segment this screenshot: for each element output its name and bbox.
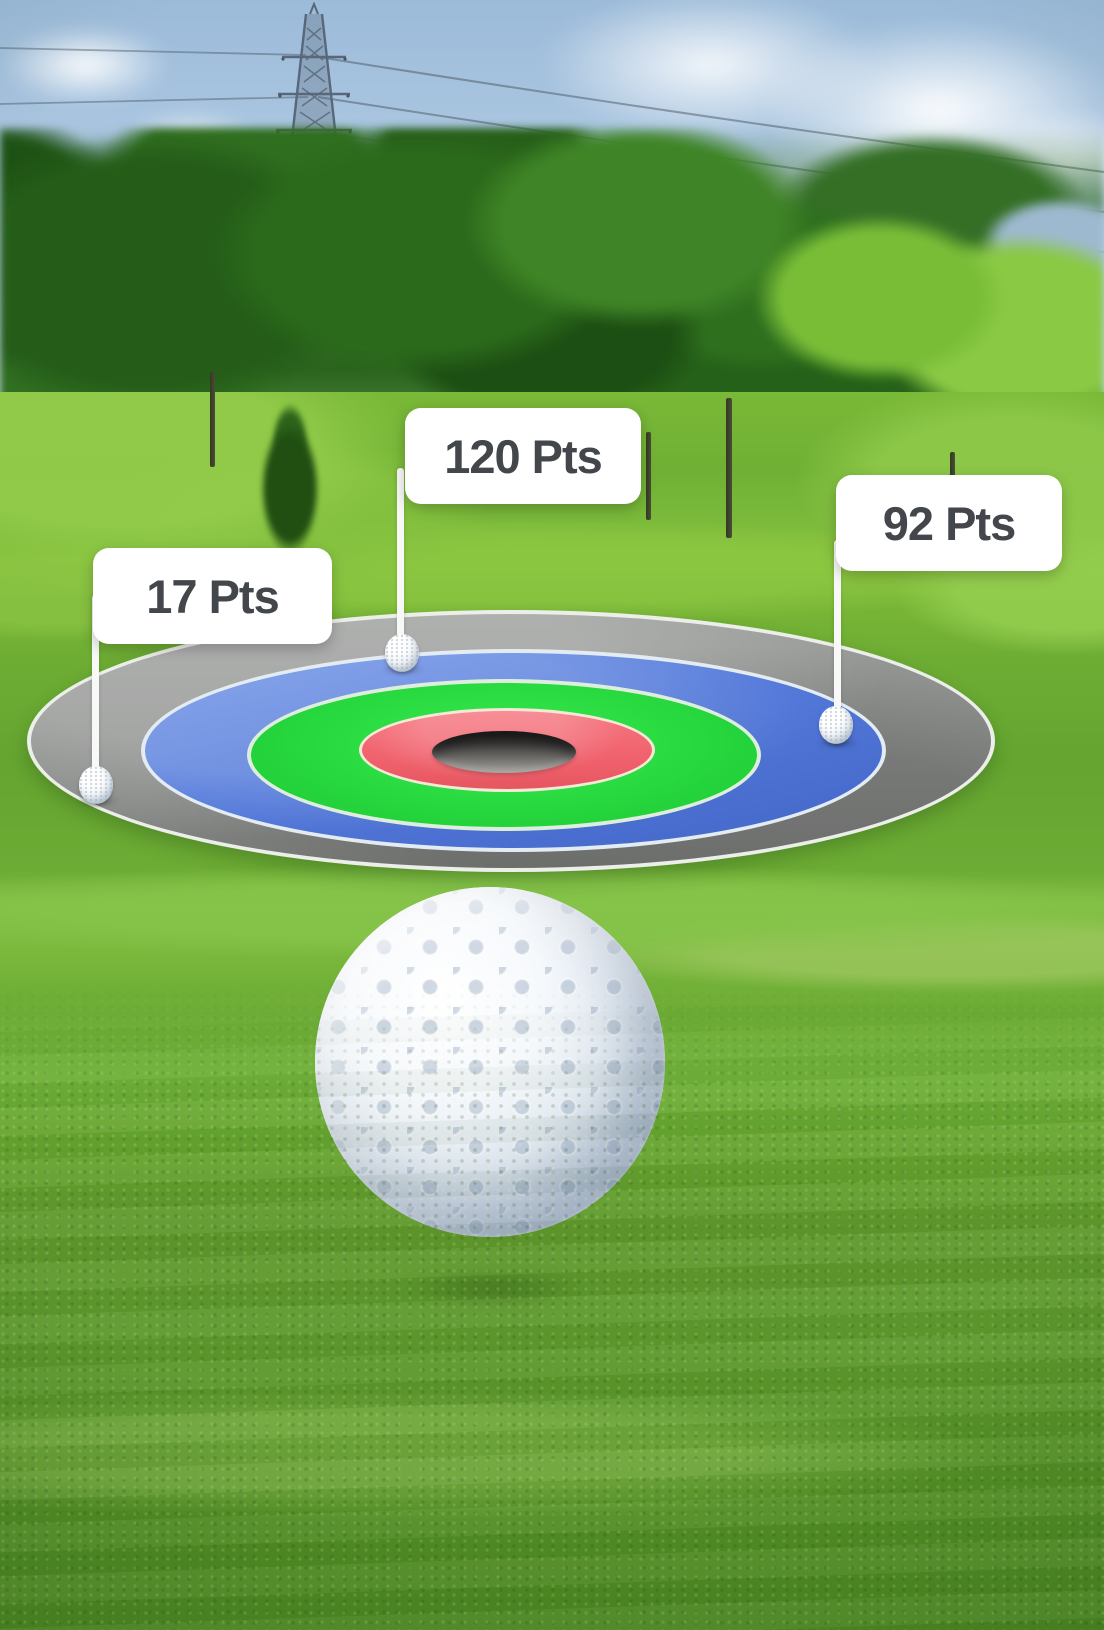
- tree-trunk: [210, 372, 215, 467]
- marker-line-left: [92, 595, 99, 777]
- golf-ball-shadow: [398, 1270, 586, 1306]
- tree-trunk: [646, 432, 651, 520]
- cloud: [0, 25, 170, 105]
- tree-trunk: [726, 398, 732, 538]
- landed-golf-ball-left: [79, 766, 113, 804]
- marker-line-right: [834, 540, 841, 718]
- points-badge-label: 120 Pts: [444, 429, 603, 483]
- marker-line-top: [397, 468, 404, 648]
- points-badge-label: 92 Pts: [882, 496, 1016, 550]
- target-ring-red: [359, 708, 655, 792]
- points-badge-left: 17 Pts: [93, 548, 332, 644]
- points-badge-label: 17 Pts: [146, 569, 279, 623]
- landed-golf-ball-top: [385, 634, 419, 672]
- points-badge-right: 92 Pts: [836, 475, 1062, 571]
- landed-golf-ball-right: [819, 706, 853, 744]
- points-badge-top: 120 Pts: [405, 408, 641, 504]
- golf-ball[interactable]: [315, 887, 665, 1237]
- grass-texture: [0, 980, 1104, 1630]
- golf-hole: [432, 731, 576, 773]
